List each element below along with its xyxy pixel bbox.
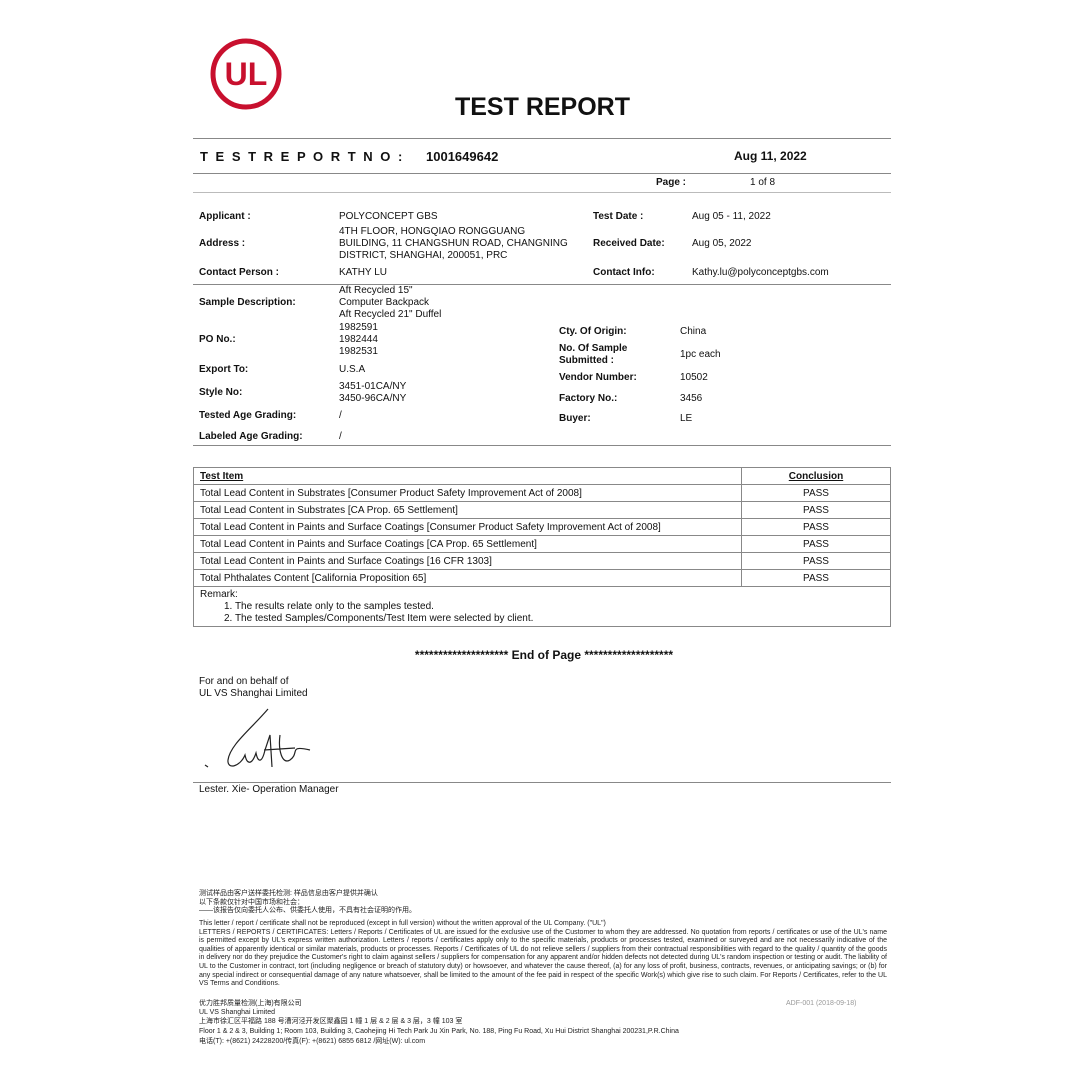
report-no: 1001649642	[426, 149, 499, 164]
ul-logo: UL	[210, 38, 282, 110]
page-label: Page :	[656, 177, 687, 188]
applicant: POLYCONCEPT GBS	[339, 211, 438, 222]
table-row: Total Lead Content in Paints and Surface…	[193, 535, 891, 553]
test-item: Total Lead Content in Paints and Surface…	[193, 518, 742, 536]
table-row: Total Lead Content in Substrates [Consum…	[193, 484, 891, 502]
end-of-page: ******************** End of Page *******…	[414, 648, 674, 662]
table-row: Total Lead Content in Substrates [CA Pro…	[193, 501, 891, 519]
export: U.S.A	[339, 364, 366, 375]
footer-company: UL VS Shanghai Limited	[199, 1009, 276, 1016]
labeled-age: /	[339, 431, 342, 442]
sample: Aft Recycled 15" Computer Backpack Aft R…	[339, 285, 442, 320]
table-header: Test Item Conclusion	[193, 467, 891, 485]
signature	[204, 708, 311, 768]
remark-2: 2. The tested Samples/Components/Test It…	[224, 613, 534, 624]
page-title: TEST REPORT	[454, 93, 630, 121]
footer-phone: 电话(T): +(8621) 24228200/传真(F): +(8621) 6…	[199, 1038, 426, 1045]
contact-label: Contact Person :	[199, 267, 280, 278]
table-row: Total Lead Content in Paints and Surface…	[193, 518, 891, 536]
on-behalf-text: For and on behalf of UL VS Shanghai Limi…	[199, 676, 308, 699]
contact-info: Kathy.lu@polyconceptgbs.com	[692, 267, 829, 278]
remark-1: 1. The results relate only to the sample…	[224, 601, 434, 612]
conclusion: PASS	[741, 552, 891, 570]
vendor: 10502	[680, 372, 708, 383]
address-label: Address :	[199, 238, 246, 249]
vendor-label: Vendor Number:	[559, 372, 637, 383]
signer: Lester. Xie- Operation Manager	[199, 784, 339, 795]
conclusion: PASS	[741, 484, 891, 502]
sample-label: Sample Description:	[199, 297, 296, 308]
form-code: ADF-001 (2018-09-18)	[786, 1000, 857, 1007]
origin-label: Cty. Of Origin:	[559, 326, 627, 337]
footer-cn-notice: 测试样品由客户送样委托检测: 样品信息由客户提供并确认 以下条款仅针对中国市场和…	[199, 890, 416, 915]
origin: China	[680, 326, 707, 337]
svg-text:UL: UL	[225, 56, 268, 92]
factory-label: Factory No.:	[559, 393, 618, 404]
report-no-label: T E S T R E P O R T N O :	[200, 149, 405, 164]
style-label: Style No:	[199, 387, 243, 398]
footer-company-cn: 优力胜邦质量检测(上海)有限公司	[199, 1000, 302, 1007]
contact: KATHY LU	[339, 267, 387, 278]
header-test-item: Test Item	[193, 467, 742, 485]
conclusion: PASS	[741, 518, 891, 536]
num-sample-label: No. Of Sample Submitted :	[559, 343, 628, 366]
test-item: Total Lead Content in Paints and Surface…	[193, 535, 742, 553]
header-conclusion: Conclusion	[741, 467, 891, 485]
factory: 3456	[680, 393, 703, 404]
report-date: Aug 11, 2022	[734, 149, 807, 163]
test-date: Aug 05 - 11, 2022	[692, 211, 771, 222]
tested-age-label: Tested Age Grading:	[199, 410, 297, 421]
results-table: Test Item Conclusion Total Lead Content …	[193, 467, 891, 627]
test-item: Total Lead Content in Substrates [Consum…	[193, 484, 742, 502]
footer-address: Floor 1 & 2 & 3, Building 1; Room 103, B…	[199, 1028, 679, 1035]
test-item: Total Phthalates Content [California Pro…	[193, 569, 742, 587]
remark-label: Remark:	[200, 589, 238, 600]
page-value: 1 of 8	[750, 177, 776, 188]
conclusion: PASS	[741, 569, 891, 587]
po: 1982591 1982444 1982531	[339, 322, 378, 357]
style: 3451-01CA/NY 3450-96CA/NY	[339, 381, 407, 404]
received: Aug 05, 2022	[692, 238, 752, 249]
test-item: Total Lead Content in Paints and Surface…	[193, 552, 742, 570]
conclusion: PASS	[741, 535, 891, 553]
num-sample: 1pc each	[680, 349, 721, 360]
table-row: Total Lead Content in Paints and Surface…	[193, 552, 891, 570]
received-label: Received Date:	[593, 238, 665, 249]
footer-disclaimer: This letter / report / certificate shall…	[199, 920, 887, 988]
applicant-label: Applicant :	[199, 211, 251, 222]
test-date-label: Test Date :	[593, 211, 644, 222]
address: 4TH FLOOR, HONGQIAO RONGGUANG BUILDING, …	[339, 226, 568, 261]
test-item: Total Lead Content in Substrates [CA Pro…	[193, 501, 742, 519]
footer-address-cn: 上海市徐汇区平福路 188 号漕河泾开发区聚鑫园 1 幢 1 层 & 2 层 &…	[199, 1018, 463, 1025]
tested-age: /	[339, 410, 342, 421]
buyer: LE	[680, 413, 693, 424]
remarks-row: Remark: 1. The results relate only to th…	[193, 586, 891, 627]
buyer-label: Buyer:	[559, 413, 591, 424]
table-row: Total Phthalates Content [California Pro…	[193, 569, 891, 587]
labeled-age-label: Labeled Age Grading:	[199, 431, 303, 442]
po-label: PO No.:	[199, 334, 236, 345]
contact-info-label: Contact Info:	[593, 267, 655, 278]
export-label: Export To:	[199, 364, 249, 375]
conclusion: PASS	[741, 501, 891, 519]
